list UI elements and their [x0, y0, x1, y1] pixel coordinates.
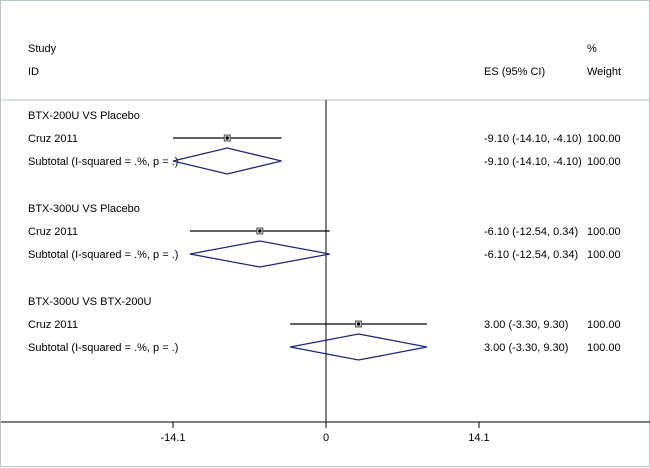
x-axis: -14.1 0 14.1 [1, 421, 650, 444]
group-title: BTX-300U VS Placebo [28, 203, 140, 215]
x-tick-label: 14.1 [468, 432, 489, 444]
group-1: BTX-200U VS Placebo Cruz 2011 -9.10 (-14.1… [28, 110, 621, 175]
study-ci-text: 3.00 (-3.30, 9.30) [484, 319, 568, 331]
group-2: BTX-300U VS Placebo Cruz 2011 -6.10 (-12.5… [28, 203, 621, 268]
subtotal-weight: 100.00 [587, 249, 621, 261]
header-weight: Weight [587, 66, 621, 78]
group-title: BTX-300U VS BTX-200U [28, 296, 152, 308]
study-point [225, 136, 229, 140]
study-label: Cruz 2011 [28, 133, 78, 145]
header-percent: % [587, 43, 597, 55]
study-point [258, 229, 262, 233]
group-title: BTX-200U VS Placebo [28, 110, 140, 122]
subtotal-ci-text: -6.10 (-12.54, 0.34) [484, 249, 578, 261]
x-tick-label: -14.1 [160, 432, 185, 444]
subtotal-label: Subtotal (I-squared = .%, p = .) [28, 156, 178, 168]
study-weight: 100.00 [587, 319, 621, 331]
subtotal-diamond [172, 147, 282, 175]
study-weight: 100.00 [587, 226, 621, 238]
header-es: ES (95% CI) [484, 66, 545, 78]
header-id: ID [28, 66, 39, 78]
study-ci-text: -6.10 (-12.54, 0.34) [484, 226, 578, 238]
study-label: Cruz 2011 [28, 319, 78, 331]
groups-layer: BTX-200U VS Placebo Cruz 2011 -9.10 (-14.1… [28, 100, 621, 422]
x-tick-label: 0 [323, 432, 329, 444]
subtotal-label: Subtotal (I-squared = .%, p = .) [28, 342, 178, 354]
study-point [356, 322, 361, 326]
subtotal-ci-text: 3.00 (-3.30, 9.30) [484, 342, 568, 354]
subtotal-label: Subtotal (I-squared = .%, p = .) [28, 249, 178, 261]
header-study: Study [28, 43, 57, 55]
subtotal-weight: 100.00 [587, 342, 621, 354]
subtotal-diamond [189, 240, 330, 268]
subtotal-diamond [290, 333, 428, 361]
subtotal-ci-text: -9.10 (-14.10, -4.10) [484, 156, 582, 168]
study-weight: 100.00 [587, 133, 621, 145]
study-label: Cruz 2011 [28, 226, 78, 238]
subtotal-weight: 100.00 [587, 156, 621, 168]
study-ci-text: -9.10 (-14.10, -4.10) [484, 133, 582, 145]
group-3: BTX-300U VS BTX-200U Cruz 2011 3.00 (-3.30… [28, 296, 621, 361]
